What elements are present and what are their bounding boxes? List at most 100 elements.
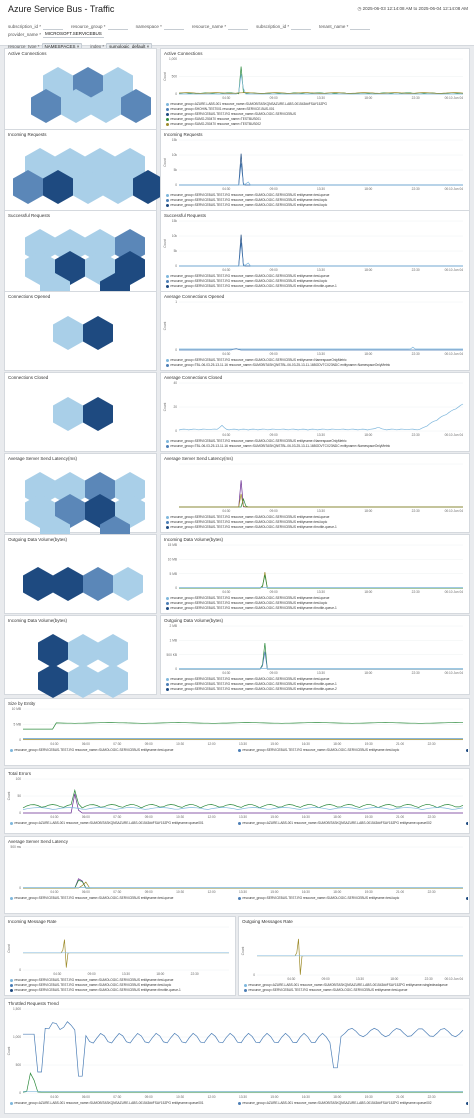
legend-item[interactable]: resource_group=SERVICEBUS-TEST-RG resour… bbox=[166, 358, 463, 363]
series-line[interactable] bbox=[179, 163, 463, 186]
filter-value[interactable]: MICROSOFT.SERVICEBUS bbox=[43, 30, 104, 38]
legend-item[interactable]: resource_group=SERVICEBUS-TEST-RG resour… bbox=[10, 748, 233, 753]
series-line[interactable] bbox=[179, 234, 463, 267]
series-line[interactable] bbox=[179, 181, 463, 186]
legend-item[interactable]: resource_group=SERVICEBUS-TEST-RG resour… bbox=[166, 198, 463, 203]
legend-item[interactable]: resource_group=SERVICEBUS-TEST-RG resour… bbox=[166, 525, 463, 530]
filter-value[interactable] bbox=[350, 23, 371, 30]
hex-tile[interactable] bbox=[68, 634, 98, 668]
legend-item[interactable]: resource_group=SERVICEBUS-TEST-RG resour… bbox=[166, 203, 463, 208]
legend-item[interactable]: resource_group=SERVICEBUS-TEST-RG resour… bbox=[10, 978, 229, 983]
legend-item[interactable]: resource_group=SERVICEBUS-TEST-RG resour… bbox=[166, 193, 463, 198]
legend-item[interactable]: resource_group=SERVICEBUS-TEST-RG resour… bbox=[166, 439, 463, 444]
hex-tile[interactable] bbox=[83, 567, 113, 601]
hex-tile[interactable] bbox=[38, 634, 68, 668]
filter-subscription-id[interactable]: subscription_id * bbox=[8, 22, 64, 30]
series-line[interactable] bbox=[179, 153, 463, 186]
series-line[interactable] bbox=[179, 348, 463, 351]
legend-item[interactable]: resource_group=SERVICEBUS-TEST-RG resour… bbox=[166, 279, 463, 284]
legend-item[interactable]: resource_group=AZURE-LABS-001 resource_n… bbox=[10, 821, 233, 826]
legend-item[interactable]: resource_group=SHOHIN-TEST001 resource_n… bbox=[166, 107, 463, 112]
hex-tile[interactable] bbox=[133, 170, 163, 204]
legend-item[interactable]: resource_group=SERVICEBUS-TEST-RG resour… bbox=[238, 896, 461, 901]
filter-namespace[interactable]: namespace * bbox=[136, 22, 184, 30]
legend-item[interactable]: resource_group=AZURE-LABS-001 resource_n… bbox=[166, 102, 463, 107]
legend-item[interactable]: resource_group=SERVICEBUS-TEST-RG resour… bbox=[166, 606, 463, 611]
series-line[interactable] bbox=[22, 788, 464, 809]
filter-tenant-name[interactable]: tenant_name * bbox=[319, 22, 371, 30]
legend-item[interactable]: resource_group=SERVICEBUS-TEST-RG resour… bbox=[244, 988, 463, 993]
legend-item[interactable]: resource_group=SERVICEBUS-TEST-RG resour… bbox=[10, 988, 229, 993]
series-line[interactable] bbox=[179, 493, 463, 508]
legend-item[interactable]: resource_group=SERVICEBUS-TEST-RG resour… bbox=[466, 896, 468, 901]
series-line[interactable] bbox=[23, 722, 463, 730]
legend-item[interactable]: resource_group=AZURE-LABS-001 resource_n… bbox=[10, 1101, 233, 1106]
legend-item[interactable]: resource_group=SERVICEBUS-TEST-RG resour… bbox=[166, 284, 463, 289]
legend-item[interactable]: resource_group=SERVICEBUS-TEST-RG resour… bbox=[166, 112, 463, 117]
series-line[interactable] bbox=[23, 881, 463, 889]
series-line[interactable] bbox=[179, 74, 463, 95]
legend-item[interactable]: resource_group=SERVICEBUS-TEST-RG resour… bbox=[10, 983, 229, 988]
legend-item[interactable]: resource_group=SERVICEBUS-TEST-RG resour… bbox=[166, 596, 463, 601]
hex-tile[interactable] bbox=[98, 664, 128, 698]
legend-item[interactable]: resource_group=AZURE-LABS-001 resource_n… bbox=[466, 821, 468, 826]
legend-item[interactable]: resource_group=SUMO-250470 resource_name… bbox=[166, 122, 463, 127]
hex-tile[interactable] bbox=[83, 316, 113, 350]
hex-tile[interactable] bbox=[23, 567, 53, 601]
series-line[interactable] bbox=[23, 793, 463, 814]
filter-resource-group[interactable]: resource_group * bbox=[71, 22, 128, 30]
filter-value[interactable] bbox=[291, 23, 312, 30]
series-line[interactable] bbox=[179, 574, 463, 589]
series-line[interactable] bbox=[179, 497, 463, 508]
hex-tile[interactable] bbox=[83, 397, 113, 431]
series-line[interactable] bbox=[178, 92, 464, 94]
legend-item[interactable]: resource_group=SERVICEBUS-TEST-RG resour… bbox=[10, 896, 233, 901]
time-range-picker[interactable]: ◷ 2025-06-03 12:14:08 AM to 2025-06-04 1… bbox=[357, 6, 468, 12]
hex-tile[interactable] bbox=[103, 170, 133, 204]
legend-item[interactable]: resource_group=SERVICEBUS-TEST-RG resour… bbox=[166, 677, 463, 682]
legend-item[interactable]: resource_group=SERVICEBUS-TEST-RG resour… bbox=[166, 274, 463, 279]
legend-item[interactable]: resource_group=SUMO-250470 resource_name… bbox=[166, 117, 463, 122]
series-line[interactable] bbox=[257, 938, 463, 975]
series-line[interactable] bbox=[178, 403, 464, 431]
series-line[interactable] bbox=[22, 807, 464, 810]
series-line[interactable] bbox=[179, 480, 463, 508]
filter-value[interactable] bbox=[43, 23, 64, 30]
filter-value[interactable] bbox=[228, 23, 249, 30]
legend-item[interactable]: resource_group=AZURE-LABS-001 resource_n… bbox=[466, 1101, 468, 1106]
hex-tile[interactable] bbox=[13, 170, 43, 204]
legend-item[interactable]: resource_group=TBL-06-03-25-13-11-16 res… bbox=[166, 444, 463, 449]
series-line[interactable] bbox=[179, 346, 463, 350]
legend-item[interactable]: resource_group=SERVICEBUS-TEST-RG resour… bbox=[238, 748, 461, 753]
hex-tile[interactable] bbox=[53, 397, 83, 431]
legend-item[interactable]: resource_group=SERVICEBUS-TEST-RG resour… bbox=[166, 682, 463, 687]
legend-item[interactable]: resource_group=AZURE-LABS-001 resource_n… bbox=[244, 983, 463, 988]
series-line[interactable] bbox=[179, 262, 463, 267]
series-line[interactable] bbox=[179, 242, 463, 267]
filter-resource-name[interactable]: resource_name * bbox=[192, 22, 249, 30]
hex-tile[interactable] bbox=[43, 170, 73, 204]
legend-item[interactable]: resource_group=AZURE-LABS-001 resource_n… bbox=[238, 1101, 461, 1106]
legend-item[interactable]: resource_group=SERVICEBUS-TEST-RG resour… bbox=[166, 515, 463, 520]
legend-item[interactable]: resource_group=AZURE-LABS-001 resource_n… bbox=[238, 821, 461, 826]
legend-item[interactable]: resource_group=SERVICEBUS-TEST-RG resour… bbox=[466, 748, 468, 753]
filter-subscription-id2[interactable]: subscription_id * bbox=[256, 22, 312, 30]
legend-item[interactable]: resource_group=TBL-06-03-25-13-11-16 res… bbox=[166, 363, 463, 368]
series-line[interactable] bbox=[22, 1072, 463, 1093]
hex-tile[interactable] bbox=[98, 634, 128, 668]
hex-tile[interactable] bbox=[68, 664, 98, 698]
series-line[interactable] bbox=[23, 1021, 464, 1077]
hex-tile[interactable] bbox=[113, 567, 143, 601]
legend-item[interactable]: resource_group=SERVICEBUS-TEST-RG resour… bbox=[166, 687, 463, 692]
series-line[interactable] bbox=[23, 939, 229, 968]
filter-value[interactable] bbox=[163, 23, 184, 30]
hex-tile[interactable] bbox=[73, 170, 103, 204]
legend-item[interactable]: resource_group=SERVICEBUS-TEST-RG resour… bbox=[166, 520, 463, 525]
hex-tile[interactable] bbox=[53, 316, 83, 350]
series-line[interactable] bbox=[179, 642, 463, 670]
series-line[interactable] bbox=[178, 66, 464, 95]
series-line[interactable] bbox=[179, 572, 463, 589]
series-line[interactable] bbox=[179, 651, 463, 670]
filter-value[interactable] bbox=[107, 23, 128, 30]
hex-tile[interactable] bbox=[53, 567, 83, 601]
